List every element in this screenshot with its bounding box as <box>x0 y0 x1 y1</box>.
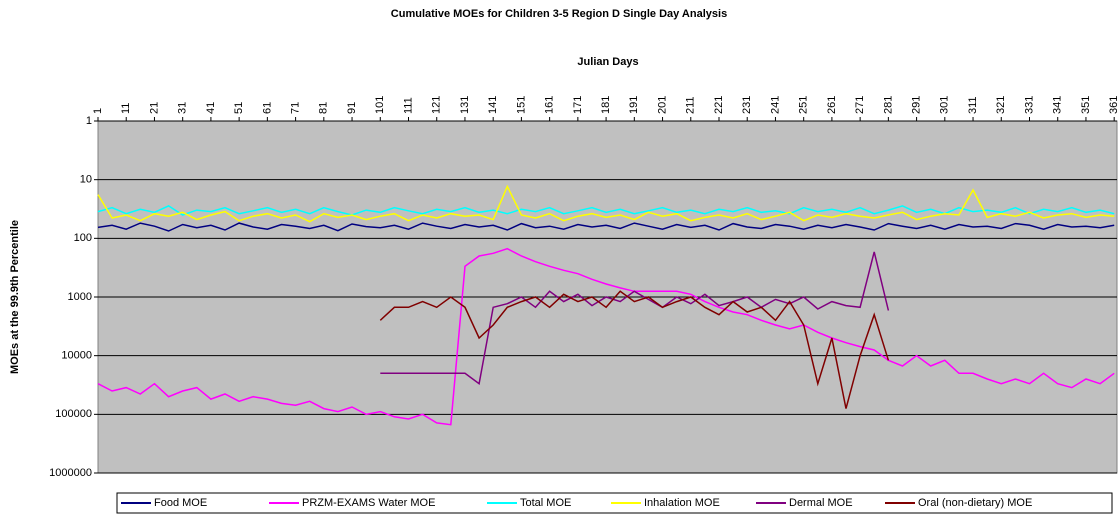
x-tick-label: 311 <box>967 96 979 114</box>
x-tick-label: 261 <box>826 96 838 114</box>
legend-label: Oral (non-dietary) MOE <box>918 497 1032 509</box>
series-line <box>97 247 1115 426</box>
x-tick-label: 71 <box>289 102 301 114</box>
x-tick-label: 151 <box>515 96 527 114</box>
y-tick-label: 1000 <box>68 291 92 303</box>
y-tick-label: 1000000 <box>49 467 92 479</box>
x-tick-label: 81 <box>318 102 330 114</box>
x-axis-title: Julian Days <box>577 56 638 68</box>
legend-label: Dermal MOE <box>789 497 853 509</box>
x-tick-label: 181 <box>600 96 612 114</box>
x-tick-label: 21 <box>148 102 160 114</box>
x-tick-label: 351 <box>1080 96 1092 114</box>
x-tick-label: 31 <box>177 102 189 114</box>
x-tick-label: 51 <box>233 102 245 114</box>
x-tick-label: 291 <box>910 96 922 114</box>
x-tick-label: 211 <box>685 96 697 114</box>
x-tick-label: 101 <box>374 96 386 114</box>
chart-title: Cumulative MOEs for Children 3-5 Region … <box>391 8 727 20</box>
y-tick-label: 100 <box>74 232 92 244</box>
x-tick-label: 1 <box>92 108 104 114</box>
x-tick-label: 191 <box>628 96 640 114</box>
series-line <box>97 184 1115 223</box>
x-tick-label: 231 <box>741 96 753 114</box>
x-tick-label: 11 <box>120 103 132 114</box>
x-tick-label: 121 <box>431 96 443 114</box>
x-tick-label: 281 <box>882 96 894 114</box>
x-tick-label: 171 <box>572 96 584 114</box>
x-tick-label: 361 <box>1108 96 1119 114</box>
legend-label: Food MOE <box>154 497 207 509</box>
x-tick-label: 221 <box>713 96 725 114</box>
series-line <box>97 222 1115 232</box>
x-tick-label: 201 <box>656 96 668 114</box>
x-tick-label: 61 <box>261 102 273 114</box>
x-tick-label: 331 <box>1023 96 1035 114</box>
y-tick-label: 100000 <box>55 408 92 420</box>
x-tick-label: 241 <box>769 96 781 114</box>
series-line <box>380 251 890 386</box>
x-tick-label: 161 <box>544 96 556 114</box>
y-tick-label: 10 <box>80 174 92 186</box>
x-tick-label: 41 <box>205 102 217 114</box>
x-tick-label: 251 <box>798 96 810 114</box>
y-tick-label: 1 <box>86 115 92 127</box>
legend-label: PRZM-EXAMS Water MOE <box>302 497 435 509</box>
x-tick-label: 131 <box>459 96 471 114</box>
legend-label: Inhalation MOE <box>644 497 720 509</box>
x-tick-label: 321 <box>995 96 1007 114</box>
x-tick-label: 271 <box>854 96 866 114</box>
legend-label: Total MOE <box>520 497 571 509</box>
y-tick-label: 10000 <box>61 350 92 362</box>
series-line <box>379 290 890 409</box>
x-tick-label: 111 <box>402 97 414 114</box>
x-tick-label: 341 <box>1052 96 1064 114</box>
x-tick-label: 91 <box>346 102 358 114</box>
x-tick-label: 301 <box>939 96 951 114</box>
x-tick-label: 141 <box>487 96 499 114</box>
y-axis-title: MOEs at the 99.9th Percentile <box>9 220 21 374</box>
